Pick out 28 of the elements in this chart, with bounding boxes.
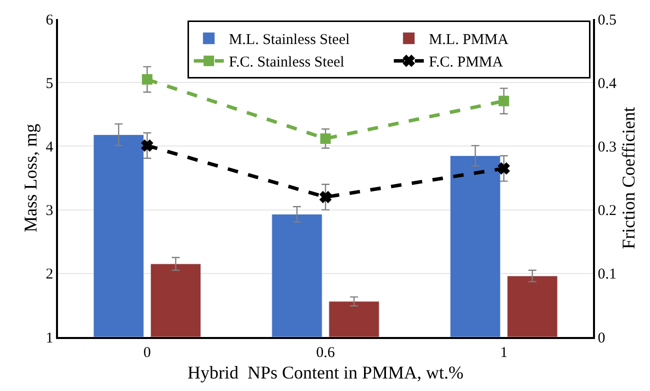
y-axis-title: Mass Loss, mg [20, 124, 40, 232]
y-tick-label: 6 [46, 12, 54, 28]
legend-label: F.C. PMMA [428, 54, 504, 71]
legend-label: F.C. Stainless Steel [228, 54, 344, 71]
legend-label: M.L. PMMA [428, 32, 509, 48]
x-tick-label: 0.6 [316, 344, 336, 361]
point [142, 74, 152, 85]
y2-tick-label: 0 [598, 330, 606, 346]
y2-tick-label: 0.2 [598, 203, 616, 220]
y2-axis-title: Friction Coefficient [618, 106, 639, 250]
y-tick-label: 1 [46, 330, 54, 346]
point [320, 191, 332, 203]
y2-tick-label: 0.1 [598, 266, 616, 283]
legend-label: M.L. Stainless Steel [228, 32, 350, 48]
y-tick-label: 5 [46, 76, 54, 92]
y-tick-label: 3 [46, 203, 54, 220]
y2-tick-label: 0.4 [598, 76, 617, 92]
point [498, 162, 510, 174]
point [320, 133, 331, 144]
x-axis-title: Hybrid NPs Content in PMMA, wt.% [187, 362, 464, 382]
y-tick-label: 2 [46, 266, 54, 283]
y-tick-label: 4 [46, 139, 54, 156]
point [498, 96, 510, 106]
x-tick-label: 0 [143, 344, 151, 361]
point [141, 140, 154, 152]
y2-tick-label: 0.3 [598, 139, 616, 156]
x-tick-label: 1 [500, 344, 508, 361]
y2-tick-label: 0.5 [598, 12, 616, 28]
